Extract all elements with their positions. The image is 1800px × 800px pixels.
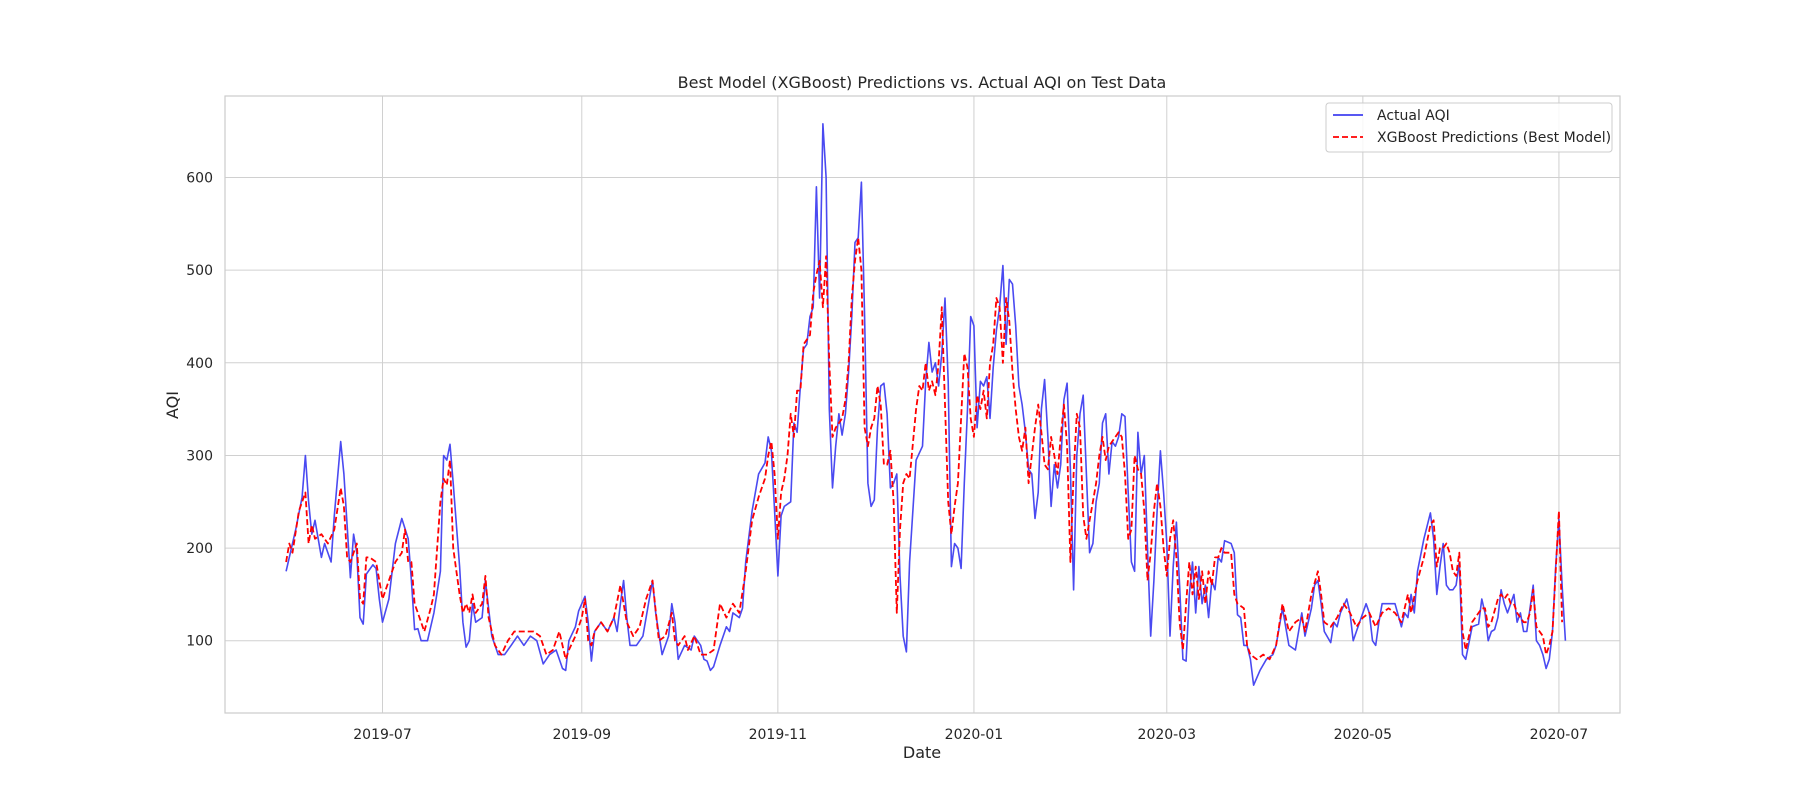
x-tick-label: 2019-09 xyxy=(553,727,612,743)
x-axis-ticks: 2019-07 2019-09 2019-11 2020-01 2020-03 2020-… xyxy=(353,727,1588,743)
y-axis-ticks: 100 200 300 400 500 600 xyxy=(186,171,213,650)
y-tick-label: 200 xyxy=(186,541,213,557)
x-tick-label: 2020-01 xyxy=(945,727,1004,743)
y-tick-label: 100 xyxy=(186,634,213,650)
y-tick-label: 300 xyxy=(186,448,213,464)
plot-frame xyxy=(224,95,1621,714)
x-axis-title: Date xyxy=(903,743,941,762)
y-tick-label: 400 xyxy=(186,356,213,372)
x-tick-label: 2019-07 xyxy=(353,727,412,743)
x-tick-label: 2020-07 xyxy=(1530,727,1589,743)
legend: Actual AQI XGBoost Predictions (Best Mod… xyxy=(1325,102,1613,153)
series-lines xyxy=(285,123,1567,686)
y-axis-title: AQI xyxy=(163,391,182,419)
legend-box xyxy=(1325,102,1613,153)
y-tick-label: 500 xyxy=(186,263,213,279)
prediction-series-line xyxy=(285,236,1563,661)
legend-actual-label: Actual AQI xyxy=(1377,108,1450,124)
x-tick-label: 2019-11 xyxy=(749,727,808,743)
plot-area-background xyxy=(225,96,1620,713)
actual-series-line xyxy=(285,123,1567,686)
chart-title: Best Model (XGBoost) Predictions vs. Act… xyxy=(678,73,1167,92)
y-tick-label: 600 xyxy=(186,171,213,187)
x-tick-label: 2020-03 xyxy=(1138,727,1197,743)
x-tick-label: 2020-05 xyxy=(1334,727,1393,743)
legend-prediction-label: XGBoost Predictions (Best Model) xyxy=(1377,130,1611,146)
